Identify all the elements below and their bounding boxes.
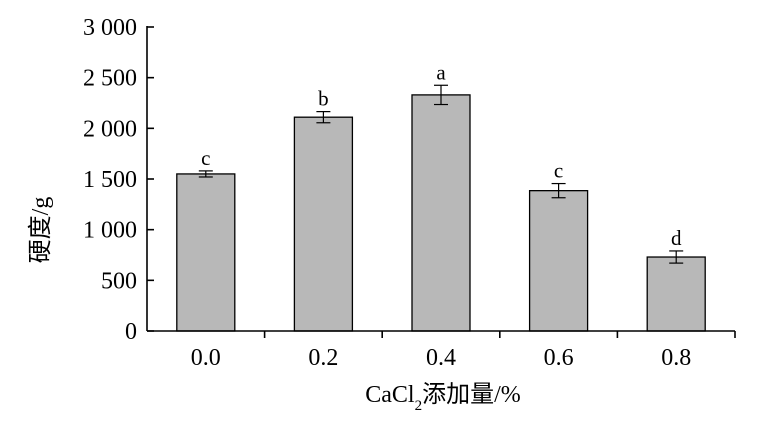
bar [176,173,236,332]
bar [528,190,589,332]
y-tick-label: 1 000 [83,218,137,244]
x-axis-title-subscript: 2 [415,398,423,414]
x-axis-title-main: CaCl [365,382,415,408]
y-axis-ticks: 0 500 1 000 1 500 2 000 2 500 3 000 [83,15,154,345]
significance-labels-group: c b a c d [201,60,682,250]
y-tick-label: 2 000 [83,116,137,142]
bar [411,94,471,332]
y-tick-label: 1 500 [83,167,137,193]
x-axis-title-rest: 添加量/% [422,381,521,408]
x-tick-label: 0.2 [308,345,338,371]
x-axis-ticks: 0.0 0.2 0.4 0.6 0.8 [191,331,736,371]
bar [293,116,354,332]
x-tick-label: 0.4 [426,345,456,371]
y-axis-title: 硬度/g [27,197,54,264]
x-tick-label: 0.6 [544,345,574,371]
error-bars-group [198,84,684,264]
x-tick-label: 0.8 [661,345,691,371]
significance-label: c [201,146,210,170]
y-tick-label: 3 000 [83,15,137,41]
significance-label: a [436,60,446,84]
significance-label: b [318,87,329,111]
y-tick-label: 500 [101,268,137,294]
x-tick-label: 0.0 [191,345,221,371]
significance-label: d [671,226,682,250]
y-tick-label: 0 [125,319,137,345]
y-tick-label: 2 500 [83,66,137,92]
bar [646,256,706,332]
significance-label: c [554,159,563,183]
x-axis-title: CaCl2添加量/% [365,381,521,414]
bars-group [176,94,706,332]
